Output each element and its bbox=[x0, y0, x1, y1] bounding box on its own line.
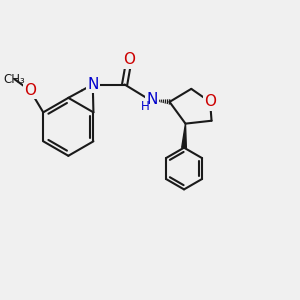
Text: O: O bbox=[204, 94, 216, 110]
Text: H: H bbox=[140, 100, 149, 113]
Polygon shape bbox=[182, 124, 186, 148]
Text: N: N bbox=[146, 92, 158, 106]
Text: CH₃: CH₃ bbox=[3, 73, 25, 85]
Text: O: O bbox=[123, 52, 135, 68]
Text: N: N bbox=[87, 77, 98, 92]
Text: O: O bbox=[24, 83, 36, 98]
